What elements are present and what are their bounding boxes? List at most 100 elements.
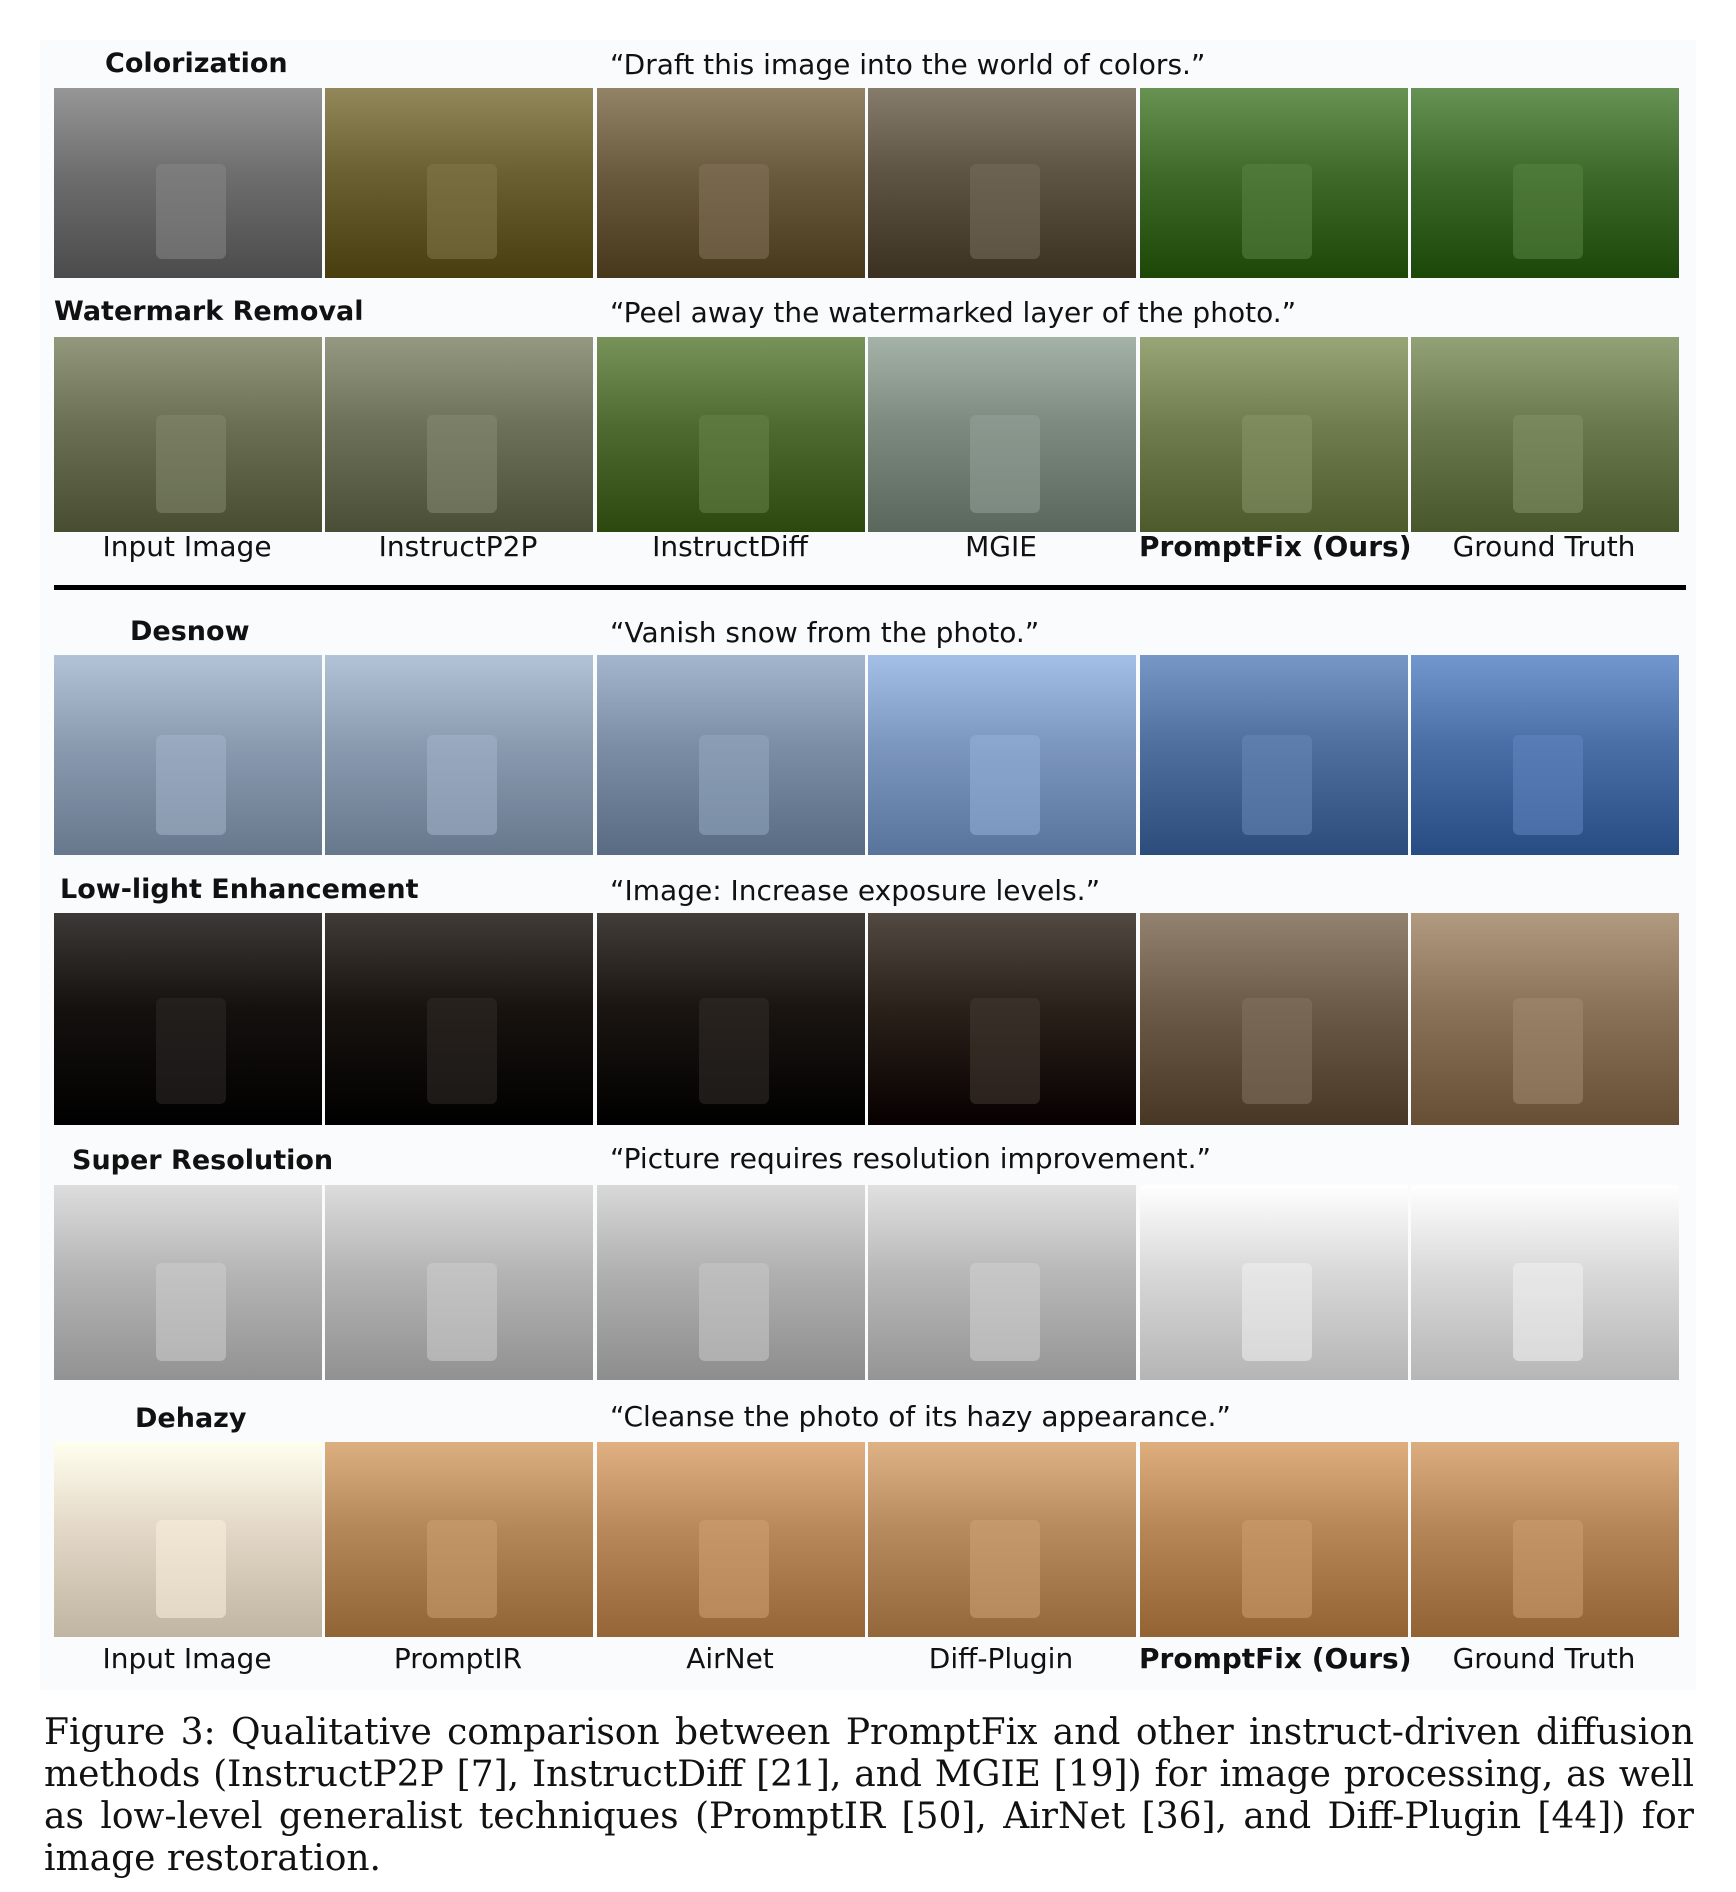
watermark-image-m3 [868,337,1136,532]
superres-image-m2 [597,1185,865,1380]
superres-image-m1 [325,1185,593,1380]
method-label-mgie: MGIE [965,530,1037,563]
dehaze-image-m3 [868,1442,1136,1637]
section-prompt-dehaze: “Cleanse the photo of its hazy appearanc… [610,1400,1231,1433]
dehaze-scene-object [969,1520,1040,1618]
desnow-scene-object [1241,735,1312,835]
superres-scene-object [969,1263,1040,1361]
dehaze-scene-object [155,1520,226,1618]
watermark-scene-object [969,415,1040,513]
section-label-superres: Super Resolution [72,1145,334,1176]
lowlight-image-m2 [597,913,865,1125]
section-label-lowlight: Low-light Enhancement [60,874,419,905]
section-prompt-desnow: “Vanish snow from the photo.” [610,616,1040,649]
method-label-diff-plugin: Diff-Plugin [928,1642,1074,1675]
lowlight-image-m1 [325,913,593,1125]
desnow-image-promptfix [1140,655,1408,855]
lowlight-scene-object [155,997,226,1104]
method-label-promptfix: PromptFix (Ours) [1139,530,1412,563]
desnow-scene-object [426,735,497,835]
lowlight-image-input [54,913,322,1125]
colorization-scene-object [155,164,226,259]
watermark-scene-object [155,415,226,513]
dehaze-scene-object [1512,1520,1583,1618]
desnow-scene-object [969,735,1040,835]
colorization-image-ground-truth [1411,88,1679,278]
superres-image-ground-truth [1411,1185,1679,1380]
desnow-image-m3 [868,655,1136,855]
lowlight-image-m3 [868,913,1136,1125]
superres-image-m3 [868,1185,1136,1380]
colorization-scene-object [1512,164,1583,259]
colorization-scene-object [698,164,769,259]
colorization-image-m2 [597,88,865,278]
dehaze-image-ground-truth [1411,1442,1679,1637]
superres-scene-object [698,1263,769,1361]
superres-image-promptfix [1140,1185,1408,1380]
section-prompt-colorization: “Draft this image into the world of colo… [610,48,1206,81]
section-divider [54,585,1686,590]
section-prompt-lowlight: “Image: Increase exposure levels.” [610,874,1101,907]
watermark-image-input [54,337,322,532]
colorization-image-m1 [325,88,593,278]
section-label-colorization: Colorization [105,48,288,79]
desnow-scene-object [155,735,226,835]
desnow-image-ground-truth [1411,655,1679,855]
section-prompt-watermark: “Peel away the watermarked layer of the … [610,296,1297,329]
lowlight-scene-object [1512,997,1583,1104]
dehaze-image-input [54,1442,322,1637]
watermark-image-m2 [597,337,865,532]
colorization-image-m3 [868,88,1136,278]
section-prompt-superres: “Picture requires resolution improvement… [610,1142,1212,1175]
superres-scene-object [1241,1263,1312,1361]
dehaze-image-promptfix [1140,1442,1408,1637]
section-label-watermark: Watermark Removal [54,296,364,327]
colorization-scene-object [426,164,497,259]
lowlight-scene-object [426,997,497,1104]
desnow-scene-object [698,735,769,835]
dehaze-scene-object [698,1520,769,1618]
superres-scene-object [155,1263,226,1361]
dehaze-scene-object [426,1520,497,1618]
superres-scene-object [1512,1263,1583,1361]
dehaze-image-m1 [325,1442,593,1637]
superres-scene-object [426,1263,497,1361]
lowlight-scene-object [1241,997,1312,1104]
method-label-ground-truth: Ground Truth [1452,530,1636,563]
watermark-scene-object [698,415,769,513]
desnow-scene-object [1512,735,1583,835]
method-label-input: Input Image [102,530,272,563]
colorization-scene-object [1241,164,1312,259]
desnow-image-m2 [597,655,865,855]
dehaze-image-m2 [597,1442,865,1637]
figure-panel [40,40,1696,1690]
lowlight-scene-object [969,997,1040,1104]
caption-text: Figure 3: Qualitative comparison between… [44,1712,1694,1879]
method-label-promptir: PromptIR [393,1642,523,1675]
method-label-airnet: AirNet [686,1642,774,1675]
lowlight-image-promptfix [1140,913,1408,1125]
method-label-promptfix-bottom: PromptFix (Ours) [1139,1642,1412,1675]
figure-caption: Figure 3: Qualitative comparison between… [44,1712,1694,1880]
superres-image-input [54,1185,322,1380]
section-label-dehaze: Dehazy [135,1403,247,1434]
dehaze-scene-object [1241,1520,1312,1618]
colorization-scene-object [969,164,1040,259]
colorization-image-promptfix [1140,88,1408,278]
watermark-image-promptfix [1140,337,1408,532]
method-label-instructp2p: InstructP2P [378,530,538,563]
lowlight-scene-object [698,997,769,1104]
method-label-ground-truth-bottom: Ground Truth [1452,1642,1636,1675]
watermark-image-m1 [325,337,593,532]
method-label-input-bottom: Input Image [102,1642,272,1675]
lowlight-image-ground-truth [1411,913,1679,1125]
section-label-desnow: Desnow [130,616,250,647]
desnow-image-input [54,655,322,855]
watermark-scene-object [1241,415,1312,513]
method-label-instructdiff: InstructDiff [652,530,808,563]
watermark-scene-object [1512,415,1583,513]
watermark-image-ground-truth [1411,337,1679,532]
desnow-image-m1 [325,655,593,855]
watermark-scene-object [426,415,497,513]
colorization-image-input [54,88,322,278]
